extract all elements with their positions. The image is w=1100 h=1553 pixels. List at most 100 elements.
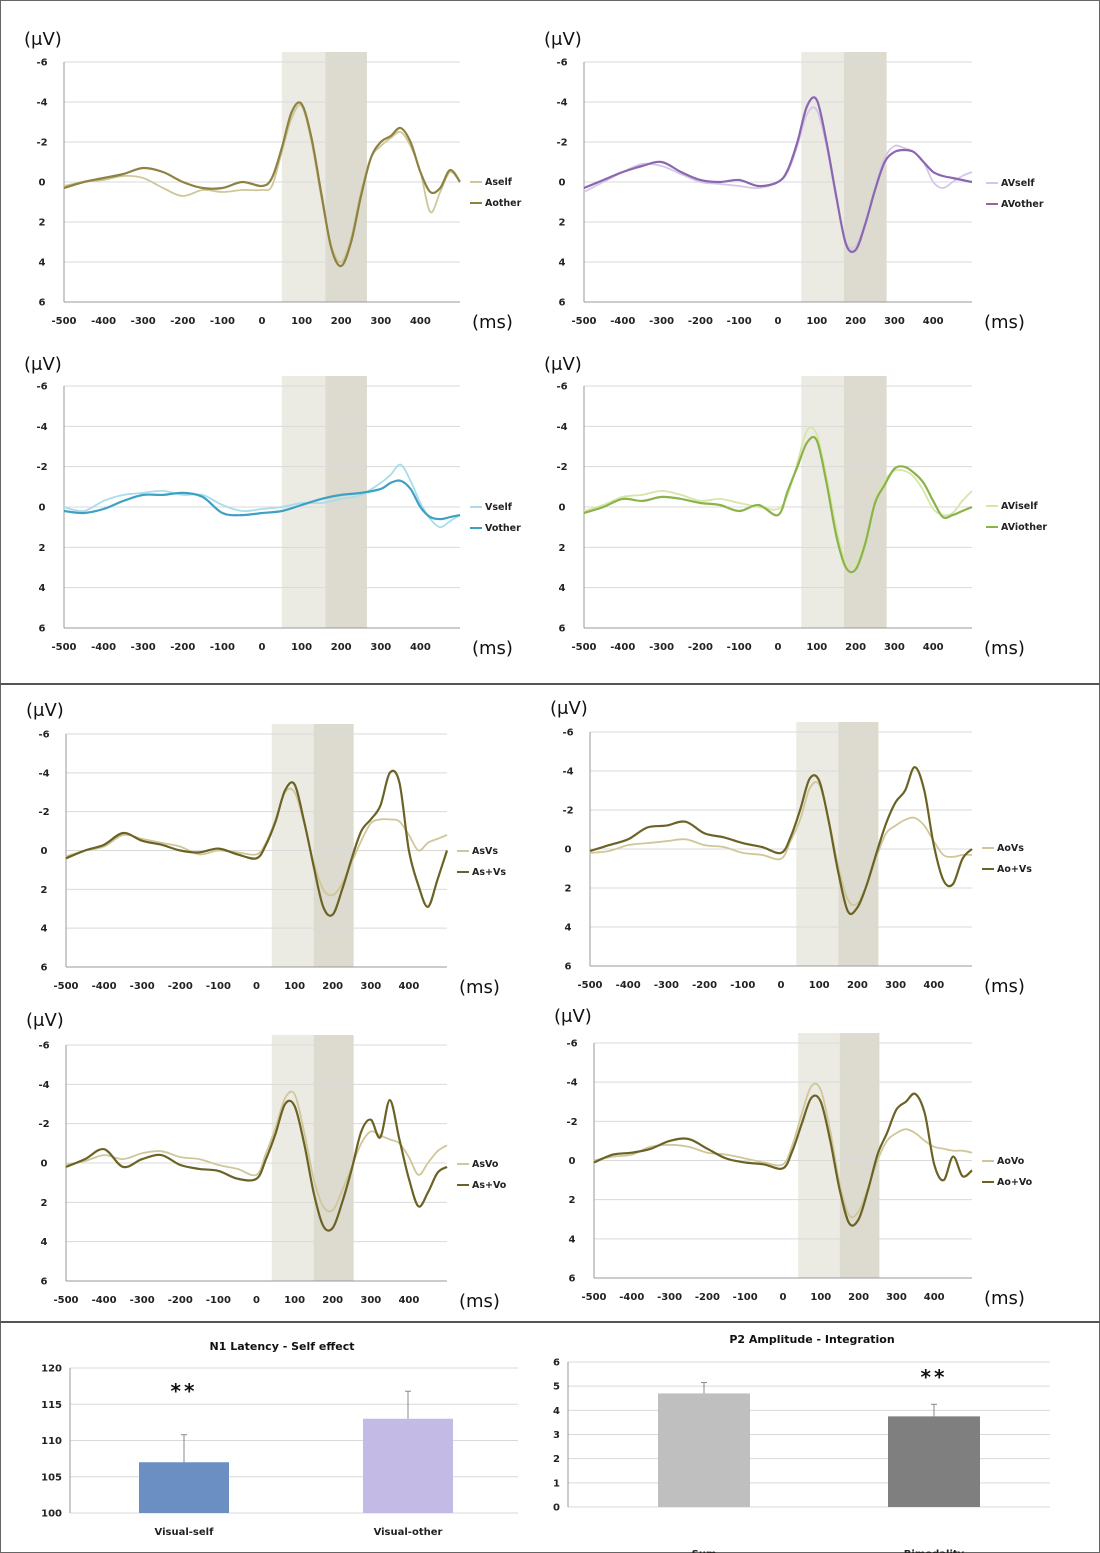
- legend-label: Vself: [485, 502, 513, 513]
- x-tick-label: -400: [92, 981, 117, 992]
- y-axis-label: (μV): [554, 1006, 592, 1027]
- x-tick-label: 0: [253, 1295, 260, 1306]
- y-tick-label: -6: [556, 382, 567, 393]
- x-tick-label: 100: [809, 980, 830, 991]
- y-tick-label: 4: [569, 1234, 576, 1245]
- highlight-window: [843, 52, 887, 302]
- y-tick-label: 6: [559, 624, 566, 635]
- y-tick-label: -4: [556, 422, 567, 433]
- x-axis-label: (ms): [459, 977, 500, 998]
- y-tick-label: -4: [38, 1080, 49, 1091]
- x-tick-label: -300: [649, 316, 674, 327]
- x-axis-label: (ms): [984, 638, 1025, 659]
- bar-chart: P2 Amplitude - Integration 0 1 2 3 4 5 6 Sum Bimo…: [553, 1333, 1050, 1553]
- y-tick-label: 2: [41, 885, 48, 896]
- y-tick-label: -6: [36, 382, 47, 393]
- x-tick-label: -300: [654, 980, 679, 991]
- x-tick-label: -500: [581, 1292, 606, 1303]
- x-tick-label: -400: [619, 1292, 644, 1303]
- y-tick-label: 0: [41, 1159, 48, 1170]
- y-tick-label: -2: [556, 462, 567, 473]
- y-tick-label: 4: [559, 258, 566, 269]
- x-tick-label: 100: [284, 981, 305, 992]
- series-line: [63, 101, 461, 268]
- legend-label: AoVo: [997, 1156, 1025, 1167]
- x-tick-label: -500: [51, 316, 76, 327]
- y-tick-label: 110: [41, 1436, 62, 1447]
- x-tick-label: -200: [688, 316, 713, 327]
- y-tick-label: -2: [562, 806, 573, 817]
- y-tick-label: -6: [36, 58, 47, 69]
- chart-title: N1 Latency - Self effect: [210, 1340, 355, 1353]
- legend-label: Vother: [485, 523, 521, 534]
- x-tick-label: 400: [923, 980, 944, 991]
- highlight-window: [801, 52, 844, 302]
- x-axis-label: (ms): [984, 312, 1025, 333]
- x-tick-label: 300: [360, 981, 381, 992]
- x-tick-label: -100: [733, 1292, 758, 1303]
- erp-panel: -6 -4 -2 0 2 4 6 -500 -400 -300 -200 -100 0 100 200 300…: [544, 354, 1047, 659]
- y-axis-label: (μV): [24, 29, 62, 50]
- y-axis-label: (μV): [544, 354, 582, 375]
- y-tick-label: -2: [36, 462, 47, 473]
- x-tick-label: 300: [885, 980, 906, 991]
- y-axis-label: (μV): [26, 700, 64, 721]
- y-tick-label: -2: [556, 138, 567, 149]
- y-tick-label: 2: [553, 1454, 560, 1465]
- erp-panel: -6 -4 -2 0 2 4 6 -500 -400 -300 -200 -100 0 100 200 300…: [24, 354, 521, 659]
- x-tick-label: -200: [170, 316, 195, 327]
- y-axis-label: (μV): [24, 354, 62, 375]
- y-tick-label: -6: [566, 1039, 577, 1050]
- y-tick-label: -6: [38, 730, 49, 741]
- x-tick-label: 300: [884, 316, 905, 327]
- y-tick-label: 0: [41, 846, 48, 857]
- x-tick-label: -100: [730, 980, 755, 991]
- y-tick-label: -4: [36, 98, 47, 109]
- legend-label: Aother: [485, 198, 522, 209]
- series-line: [583, 96, 973, 254]
- y-tick-label: 2: [39, 218, 46, 229]
- bar: [888, 1416, 980, 1507]
- category-label: Sum: [692, 1549, 717, 1553]
- y-tick-label: 0: [39, 178, 46, 189]
- x-tick-label: 300: [370, 642, 391, 653]
- x-tick-label: -400: [91, 316, 116, 327]
- y-tick-label: -2: [36, 138, 47, 149]
- highlight-window: [271, 724, 314, 967]
- y-tick-label: -4: [556, 98, 567, 109]
- category-label: Bimodality: [904, 1549, 965, 1553]
- y-tick-label: -4: [562, 767, 573, 778]
- y-tick-label: 6: [41, 1277, 48, 1288]
- x-tick-label: -300: [657, 1292, 682, 1303]
- x-tick-label: 400: [398, 981, 419, 992]
- erp-panel: -6 -4 -2 0 2 4 6 -500 -400 -300 -200 -100 0 100 200 300…: [550, 698, 1032, 997]
- highlight-window: [843, 376, 887, 628]
- x-tick-label: -400: [616, 980, 641, 991]
- x-tick-label: 100: [806, 316, 827, 327]
- y-tick-label: 100: [41, 1509, 62, 1520]
- x-tick-label: 200: [845, 642, 866, 653]
- bar: [363, 1418, 453, 1513]
- y-tick-label: 0: [559, 503, 566, 514]
- x-tick-label: 0: [259, 316, 266, 327]
- y-tick-label: 5: [553, 1382, 560, 1393]
- erp-panel: -6 -4 -2 0 2 4 6 -500 -400 -300 -200 -100 0 100 200 300…: [554, 1006, 1033, 1309]
- y-tick-label: -6: [562, 728, 573, 739]
- x-tick-label: -200: [168, 1295, 193, 1306]
- x-tick-label: -100: [727, 316, 752, 327]
- y-tick-label: 2: [559, 218, 566, 229]
- y-axis-label: (μV): [544, 29, 582, 50]
- y-axis-label: (μV): [550, 698, 588, 719]
- chart-title: P2 Amplitude - Integration: [729, 1333, 894, 1346]
- x-tick-label: 100: [291, 316, 312, 327]
- x-tick-label: -500: [577, 980, 602, 991]
- y-tick-label: 6: [559, 298, 566, 309]
- x-tick-label: 400: [410, 316, 431, 327]
- x-tick-label: 400: [924, 1292, 945, 1303]
- x-axis-label: (ms): [459, 1291, 500, 1312]
- highlight-window: [838, 722, 879, 966]
- y-tick-label: 6: [39, 624, 46, 635]
- x-tick-label: 200: [331, 316, 352, 327]
- legend-label: Ao+Vs: [997, 864, 1032, 875]
